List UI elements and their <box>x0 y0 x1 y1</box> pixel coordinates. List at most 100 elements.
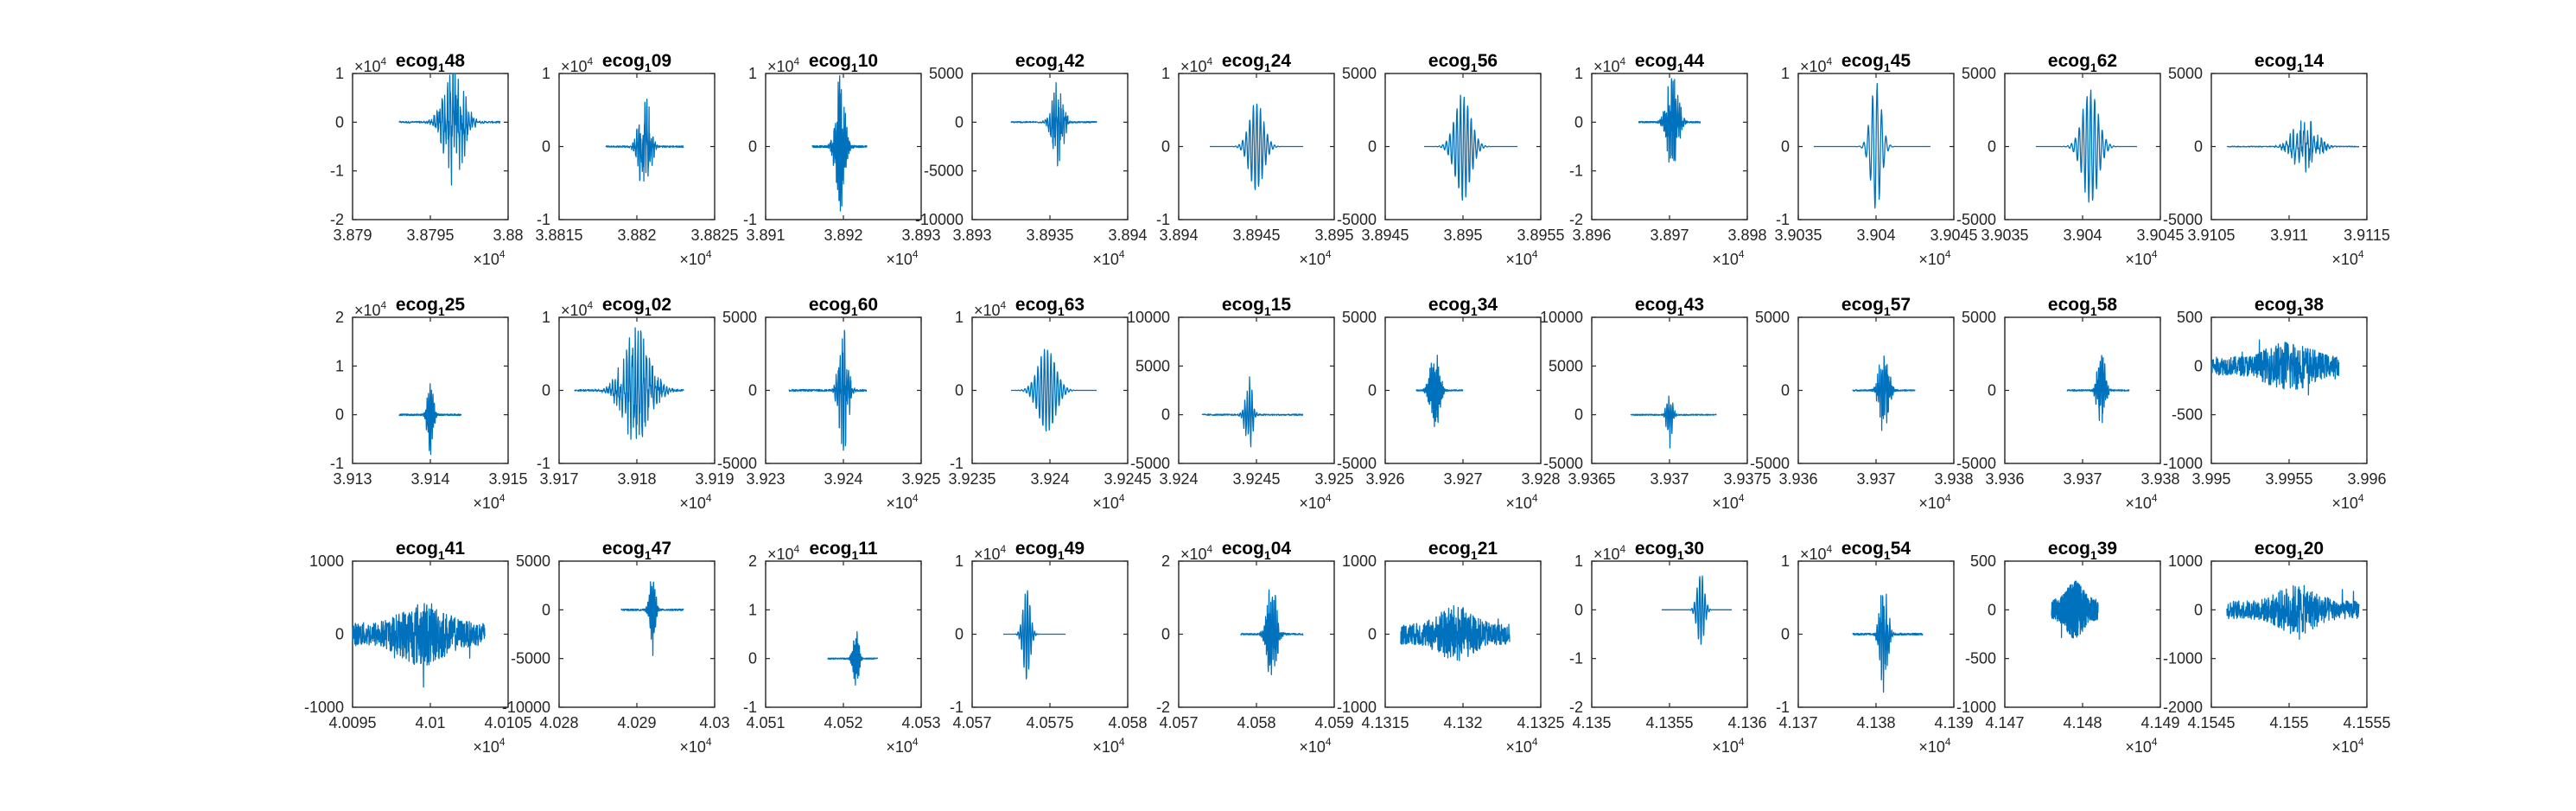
x-tick-label: 3.9045 <box>1930 227 1977 244</box>
subplot-title: ecog162 <box>2048 51 2117 74</box>
signal-trace <box>620 581 684 656</box>
x-tick-label: 4.058 <box>1237 714 1275 731</box>
y-tick-label: 0 <box>1161 138 1170 156</box>
x-tick-label: 3.8795 <box>406 227 454 244</box>
y-tick-label: 0 <box>1368 626 1377 643</box>
x-tick-label: 3.996 <box>2347 470 2386 488</box>
y-tick-label: 500 <box>1970 552 1996 570</box>
y-tick-label: -5000 <box>717 455 757 472</box>
y-exponent-label: ×104 <box>767 55 800 75</box>
y-tick-label: 0 <box>542 138 550 156</box>
x-tick-label: 3.937 <box>1650 470 1689 488</box>
y-tick-label: -1 <box>537 455 550 472</box>
subplot-title: ecog141 <box>396 539 465 562</box>
y-tick-label: 5000 <box>1549 357 1583 374</box>
subplot-title: ecog102 <box>602 295 671 318</box>
x-tick-label: 4.053 <box>901 714 940 731</box>
y-tick-label: 0 <box>1988 138 1996 156</box>
x-exponent-label: ×104 <box>1092 492 1125 512</box>
y-exponent-label: ×104 <box>1800 543 1833 563</box>
subplot-ecog_57: ecog157 -5000 0 5000 3.936 3.937 3.938 ×104 <box>1750 295 1974 512</box>
subplot-ecog_42: ecog142 -10000 -5000 0 5000 3.893 3.8935 3.894 ×… <box>915 51 1148 268</box>
x-tick-label: 4.052 <box>824 714 862 731</box>
x-tick-label: 3.924 <box>1030 470 1069 488</box>
x-tick-label: 3.918 <box>617 470 656 488</box>
y-tick-label: 0 <box>335 113 344 131</box>
subplot-ecog_10: ecog110 -1 0 1 3.891 3.892 3.893 ×104 ×104 <box>743 51 941 268</box>
x-tick-label: 4.137 <box>1778 714 1817 731</box>
signal-trace <box>1010 81 1097 167</box>
axes-frame <box>971 73 1129 220</box>
subplot-ecog_58: ecog158 -5000 0 5000 3.936 3.937 3.938 ×104 <box>1956 295 2180 512</box>
subplot-title: ecog154 <box>1841 539 1911 562</box>
signal-trace <box>1415 354 1464 428</box>
subplot-ecog_14: ecog114 -5000 0 5000 3.9105 3.911 3.9115 ×104 <box>2163 51 2390 268</box>
x-tick-label: 4.059 <box>1314 714 1353 731</box>
signal-trace <box>1010 348 1097 432</box>
signal-trace <box>1209 103 1304 190</box>
x-exponent-label: ×104 <box>1918 736 1951 756</box>
x-tick-label: 3.895 <box>1314 227 1353 244</box>
signal-trace <box>2066 354 2130 424</box>
x-tick-label: 4.148 <box>2063 714 2102 731</box>
x-exponent-label: ×104 <box>1092 248 1125 268</box>
subplot-title: ecog120 <box>2255 539 2324 562</box>
x-exponent-label: ×104 <box>1712 248 1745 268</box>
y-exponent-label: ×104 <box>767 543 800 563</box>
subplot-ecog_24: ecog124 -1 0 1 3.894 3.8945 3.895 ×104 ×104 <box>1156 51 1354 268</box>
y-tick-label: -1 <box>1776 211 1790 228</box>
y-tick-label: 1000 <box>309 552 344 570</box>
y-tick-label: 0 <box>1368 382 1377 399</box>
y-tick-label: 0 <box>335 626 344 643</box>
y-tick-label: 1 <box>542 65 550 82</box>
x-tick-label: 4.138 <box>1856 714 1895 731</box>
y-tick-label: 1000 <box>1342 552 1377 570</box>
x-tick-label: 3.914 <box>410 470 449 488</box>
x-tick-label: 3.893 <box>952 227 991 244</box>
x-exponent-label: ×104 <box>1505 248 1538 268</box>
y-tick-label: 0 <box>1988 601 1996 618</box>
x-exponent-label: ×104 <box>1918 248 1951 268</box>
signal-trace <box>1852 355 1916 431</box>
y-exponent-label: ×104 <box>1180 55 1213 75</box>
x-tick-label: 3.9105 <box>2187 227 2235 244</box>
x-exponent-label: ×104 <box>1505 736 1538 756</box>
y-tick-label: -1 <box>743 699 757 716</box>
x-tick-label: 3.924 <box>824 470 862 488</box>
y-tick-label: 0 <box>1574 601 1583 618</box>
x-tick-label: 3.893 <box>901 227 940 244</box>
y-tick-label: 5000 <box>722 309 757 326</box>
subplot-title: ecog142 <box>1015 51 1084 74</box>
x-exponent-label: ×104 <box>1918 492 1951 512</box>
y-tick-label: -1000 <box>1956 699 1996 716</box>
y-exponent-label: ×104 <box>354 299 387 319</box>
y-tick-label: -10000 <box>915 211 964 228</box>
y-tick-label: -2000 <box>2163 699 2203 716</box>
subplot-title: ecog110 <box>809 51 878 74</box>
x-tick-label: 3.938 <box>1934 470 1973 488</box>
x-tick-label: 3.9235 <box>948 470 995 488</box>
subplot-ecog_20: ecog120 -2000 -1000 0 1000 4.1545 4.155 4.1555 ×… <box>2163 539 2391 756</box>
signal-trace <box>2210 339 2340 396</box>
x-tick-label: 3.9045 <box>2136 227 2184 244</box>
signal-trace <box>1423 94 1518 201</box>
x-tick-label: 3.88 <box>493 227 523 244</box>
x-exponent-label: ×104 <box>2331 492 2364 512</box>
x-exponent-label: ×104 <box>1299 248 1332 268</box>
x-tick-label: 3.904 <box>2063 227 2102 244</box>
subplot-title: ecog148 <box>396 51 465 74</box>
axes-frame <box>765 560 922 708</box>
y-tick-label: 0 <box>542 601 550 618</box>
y-tick-label: 0 <box>955 382 964 399</box>
x-tick-label: 4.057 <box>1159 714 1198 731</box>
x-exponent-label: ×104 <box>886 248 919 268</box>
x-exponent-label: ×104 <box>2331 736 2364 756</box>
y-tick-label: 0 <box>542 382 550 399</box>
subplot-ecog_21: ecog121 -1000 0 1000 4.1315 4.132 4.1325 ×104 <box>1337 539 1565 756</box>
x-tick-label: 3.9365 <box>1568 470 1615 488</box>
x-tick-label: 4.1355 <box>1645 714 1693 731</box>
signal-trace <box>1240 589 1304 676</box>
y-tick-label: 5000 <box>2168 65 2203 82</box>
x-exponent-label: ×104 <box>473 492 506 512</box>
axes-frame <box>558 560 716 708</box>
